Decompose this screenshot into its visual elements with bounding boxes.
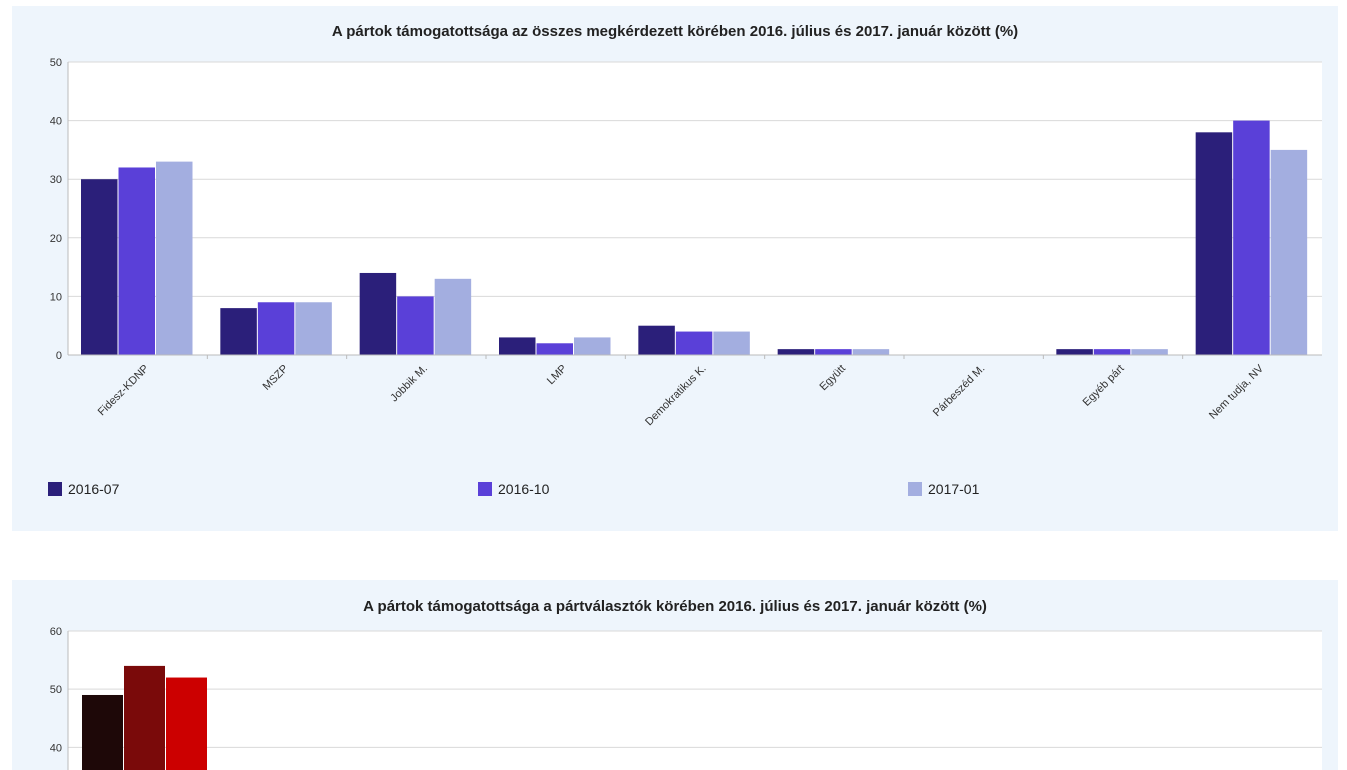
bar (777, 349, 815, 355)
bar (295, 302, 332, 355)
bar (1093, 349, 1131, 355)
bar (220, 308, 257, 355)
bar (574, 337, 611, 355)
y-tick-label: 50 (50, 684, 62, 696)
bar (815, 349, 852, 355)
bar (1056, 349, 1093, 355)
x-tick-label: Nem tudja, NV (1207, 362, 1267, 422)
bar (124, 665, 165, 770)
legend-swatch (908, 482, 922, 496)
bar-chart-party-voters: 40 50 60 (50, 626, 1322, 770)
x-tick-label: MSZP (261, 363, 291, 393)
plot-area (68, 631, 1322, 770)
legend-label: 2016-07 (68, 481, 120, 497)
y-tick-label: 40 (50, 116, 62, 128)
legend-swatch (48, 482, 62, 496)
y-tick-label: 30 (50, 174, 62, 186)
legend-item-2016-10: 2016-10 (478, 481, 549, 497)
legend-item-2017-01: 2017-01 (908, 481, 979, 497)
x-tick-label: Demokratikus K. (643, 363, 709, 429)
chart-panel-party-voters: A pártok támogatottsága a pártválasztók … (12, 580, 1338, 770)
bar (166, 677, 207, 770)
x-tick-label: LMP (545, 363, 569, 387)
y-tick-label: 20 (50, 233, 62, 245)
bar (359, 272, 397, 355)
bar (397, 296, 434, 355)
bar (499, 337, 536, 355)
x-tick-label: Egyéb párt (1081, 363, 1127, 409)
bar (638, 325, 675, 355)
bar (1233, 120, 1270, 355)
x-tick-label: Párbeszéd M. (931, 363, 987, 419)
bar (257, 302, 295, 355)
chart-title: A pártok támogatottsága a pártválasztók … (363, 598, 987, 615)
bar (156, 161, 193, 355)
bar (536, 343, 573, 355)
chart-title: A pártok támogatottsága az összes megkér… (331, 23, 1019, 40)
bar (1270, 149, 1308, 355)
y-tick-label: 0 (56, 350, 62, 362)
bar (713, 331, 750, 355)
x-tick-label: Jobbik M. (388, 363, 430, 405)
y-tick-label: 10 (50, 291, 62, 303)
bar (81, 179, 118, 355)
bar (1131, 349, 1168, 355)
y-tick-label: 60 (50, 626, 62, 638)
bar (1195, 132, 1233, 355)
bar (82, 694, 123, 770)
y-tick-label: 50 (50, 57, 62, 69)
y-tick-label: 40 (50, 742, 62, 754)
bar-chart-all-respondents: 0 10 20 30 40 50 Fidesz-KDNP MSZP Jobbik M. LMP De… (50, 57, 1322, 429)
legend-label: 2017-01 (928, 481, 980, 497)
bar (434, 278, 472, 355)
bar (852, 349, 890, 355)
legend-item-2016-07: 2016-07 (48, 481, 119, 497)
bar (675, 331, 713, 355)
legend-label: 2016-10 (498, 481, 550, 497)
x-tick-label: Együtt (817, 363, 848, 394)
x-tick-label: Fidesz-KDNP (96, 363, 152, 419)
bar (118, 167, 155, 355)
legend-swatch (478, 482, 492, 496)
chart-panel-all-respondents: A pártok támogatottsága az összes megkér… (12, 6, 1338, 531)
